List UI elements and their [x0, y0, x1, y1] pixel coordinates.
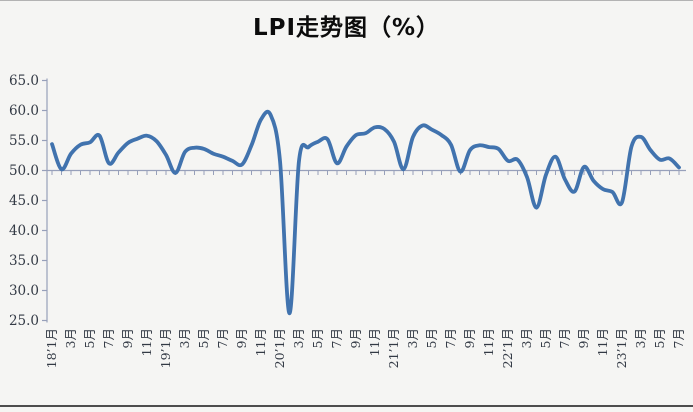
x-tick-label: 5月: [310, 328, 325, 348]
y-tick-label: 40.0: [9, 223, 39, 239]
x-tick-label: 3月: [291, 328, 306, 348]
x-tick-label: 5月: [82, 328, 97, 348]
x-tick-label: 9月: [348, 328, 363, 348]
x-tick-label: 23’1月: [614, 328, 629, 368]
x-tick-label: 5月: [196, 328, 211, 348]
x-tick-label: 7月: [329, 328, 344, 348]
x-tick-label: 21’1月: [386, 328, 401, 368]
x-tick-label: 3月: [633, 328, 648, 348]
x-tick-label: 3月: [405, 328, 420, 348]
x-tick-label: 3月: [519, 328, 534, 348]
x-tick-label: 19’1月: [158, 328, 173, 368]
x-tick-label: 7月: [443, 328, 458, 348]
y-tick-label: 65.0: [9, 73, 39, 89]
x-tick-label: 11月: [253, 328, 268, 356]
x-tick-label: 11月: [595, 328, 610, 356]
x-tick-label: 7月: [557, 328, 572, 348]
x-tick-label: 5月: [538, 328, 553, 348]
x-tick-label: 3月: [63, 328, 78, 348]
x-tick-label: 22’1月: [500, 328, 515, 368]
x-tick-label: 7月: [671, 328, 686, 348]
y-tick-label: 55.0: [9, 133, 39, 149]
x-tick-label: 11月: [139, 328, 154, 356]
y-tick-label: 60.0: [9, 103, 39, 119]
x-tick-label: 3月: [177, 328, 192, 348]
x-tick-label: 9月: [462, 328, 477, 348]
page-top-border: [0, 0, 693, 1]
x-tick-label: 5月: [424, 328, 439, 348]
x-tick-label: 7月: [215, 328, 230, 348]
x-tick-label: 9月: [576, 328, 591, 348]
x-tick-label: 11月: [367, 328, 382, 356]
x-tick-label: 18’1月: [44, 328, 59, 368]
y-tick-label: 50.0: [9, 163, 39, 179]
x-tick-label: 9月: [234, 328, 249, 348]
x-tick-label: 9月: [120, 328, 135, 348]
page-bottom-border: [0, 405, 693, 407]
y-tick-label: 35.0: [9, 253, 39, 269]
chart-title: LPI走势图（%）: [252, 15, 441, 41]
x-tick-label: 20’1月: [272, 328, 287, 368]
lpi-line-series: [50, 109, 681, 316]
x-tick-label: 11月: [481, 328, 496, 356]
x-tick-label: 5月: [652, 328, 667, 348]
y-tick-label: 25.0: [9, 313, 39, 329]
y-tick-label: 45.0: [9, 193, 39, 209]
x-tick-label: 7月: [101, 328, 116, 348]
y-tick-label: 30.0: [9, 283, 39, 299]
